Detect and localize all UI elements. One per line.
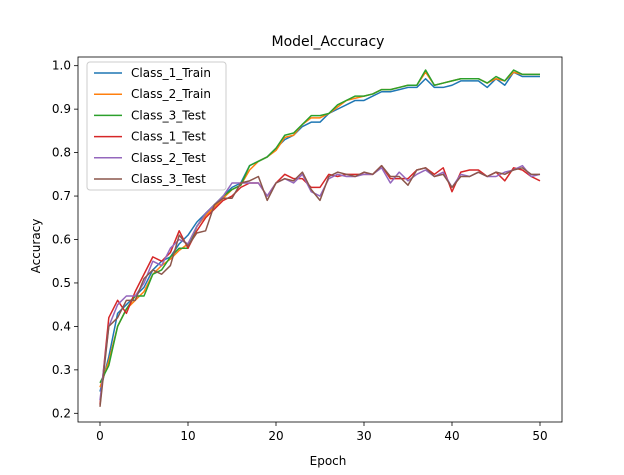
y-tick-label: 0.8 (52, 146, 71, 160)
chart-title: Model_Accuracy (272, 34, 385, 50)
x-tick-label: 20 (268, 429, 283, 443)
y-axis-label: Accuracy (29, 219, 43, 274)
x-axis-label: Epoch (310, 454, 347, 468)
series-line-1 (99, 71, 540, 392)
y-tick-label: 0.7 (52, 189, 71, 203)
series-lines (99, 69, 541, 407)
x-tick-label: 0 (96, 429, 104, 443)
x-tick-label: 30 (356, 429, 371, 443)
y-tick-label: 0.9 (52, 102, 71, 116)
legend: Class_1_Train Class_2_Train Class_3_Test Cl… (86, 61, 227, 191)
y-tick-label: 1.0 (52, 59, 71, 73)
legend-label-2: Class_2_Train (131, 87, 211, 101)
y-tick-label: 0.2 (52, 406, 71, 420)
x-tick-label: 40 (444, 429, 459, 443)
series-line-6 (99, 164, 540, 407)
axes: 0 10 20 30 40 50 0.2 0.3 0.4 0.5 0.6 0.7 0.8 0.9 1.0 (52, 56, 563, 443)
legend-label-4: Class_1_Test (131, 130, 206, 144)
y-tick-label: 0.3 (52, 363, 71, 377)
legend-label-6: Class_3_Test (131, 172, 206, 186)
legend-box (86, 61, 227, 191)
legend-label-1: Class_1_Train (131, 66, 211, 80)
y-tick-label: 0.4 (52, 319, 71, 333)
x-tick-label: 10 (180, 429, 195, 443)
legend-label-3: Class_3_Test (131, 108, 206, 122)
legend-label-5: Class_2_Test (131, 151, 206, 165)
x-tick-label: 50 (532, 429, 547, 443)
y-tick-label: 0.5 (52, 276, 71, 290)
y-tick-label: 0.6 (52, 233, 71, 247)
